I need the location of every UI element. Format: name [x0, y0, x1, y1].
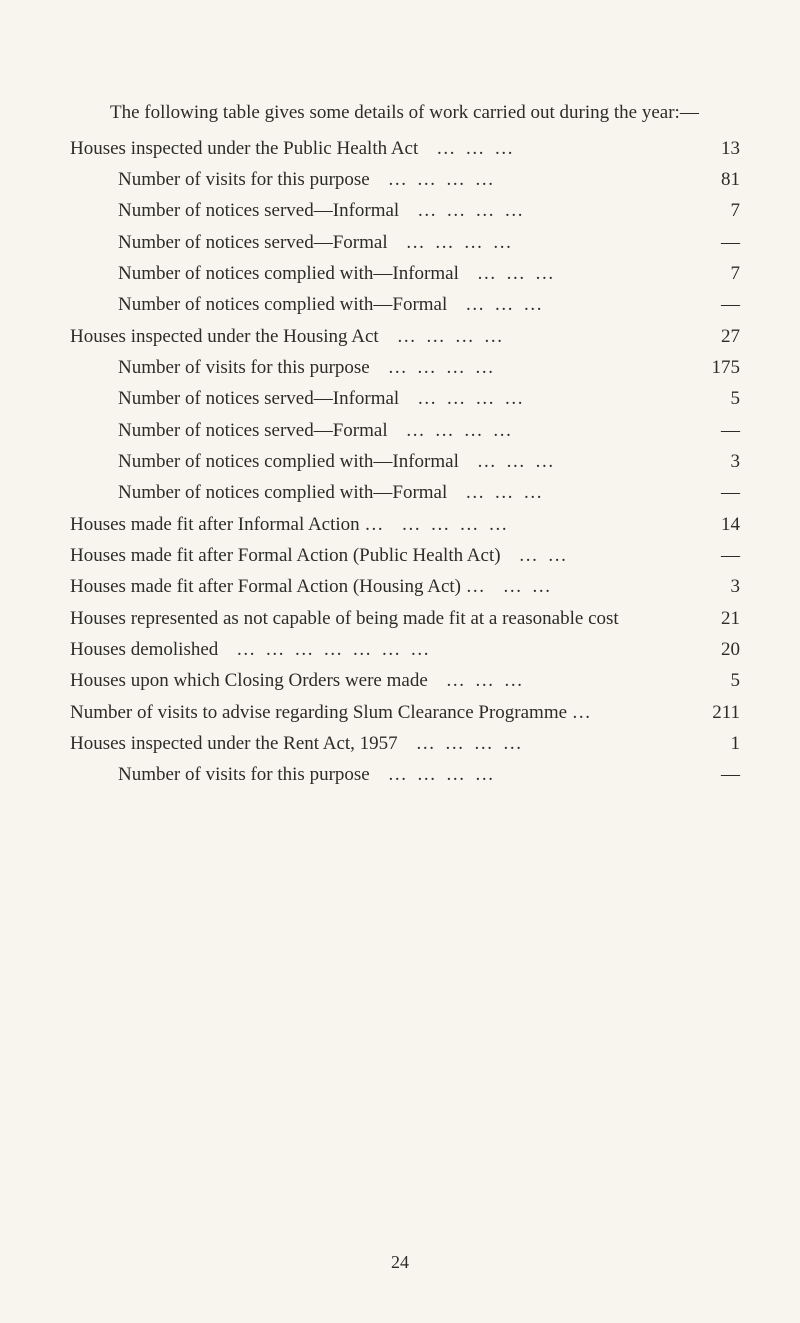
list-item: Number of visits for this purpose…………175 [70, 352, 740, 383]
dot-leader: ………… [370, 759, 686, 790]
item-value: — [686, 477, 740, 508]
list-item: Number of notices served—Formal…………— [70, 415, 740, 446]
item-value: 5 [686, 383, 740, 414]
item-label: Number of notices complied with—Formal [70, 289, 447, 320]
dot-leader: ……… [447, 289, 686, 320]
list-item: Number of notices complied with—Informal… [70, 446, 740, 477]
item-label: Number of notices complied with—Informal [70, 258, 459, 289]
list-item: Number of notices served—Informal…………5 [70, 383, 740, 414]
item-value: — [686, 227, 740, 258]
item-label: Houses inspected under the Housing Act [70, 321, 379, 352]
dot-leader: ……… [459, 258, 686, 289]
item-value: 13 [686, 133, 740, 164]
item-value: 3 [686, 446, 740, 477]
dot-leader: ……… [428, 665, 686, 696]
list-item: Number of notices complied with—Formal……… [70, 289, 740, 320]
list-item: Houses made fit after Formal Action (Pub… [70, 540, 740, 571]
list-item: Number of notices served—Informal…………7 [70, 195, 740, 226]
dot-leader: ………… [399, 195, 686, 226]
list-item: Number of visits for this purpose…………81 [70, 164, 740, 195]
item-value: 20 [686, 634, 740, 665]
item-label: Number of visits for this purpose [70, 352, 370, 383]
dot-leader: ………… [370, 164, 686, 195]
item-value: — [686, 540, 740, 571]
list-item: Number of notices complied with—Informal… [70, 258, 740, 289]
item-label: Houses inspected under the Rent Act, 195… [70, 728, 398, 759]
document-page: The following table gives some details o… [0, 0, 800, 1323]
item-label: Houses demolished [70, 634, 218, 665]
item-label: Houses made fit after Informal Action … [70, 509, 383, 540]
dot-leader: …… [485, 571, 686, 602]
item-label: Number of notices served—Formal [70, 415, 388, 446]
item-value: 1 [686, 728, 740, 759]
list-item: Number of notices complied with—Formal……… [70, 477, 740, 508]
item-label: Number of notices served—Formal [70, 227, 388, 258]
list-item: Number of visits for this purpose…………— [70, 759, 740, 790]
dot-leader: ………… [398, 728, 686, 759]
item-value: 21 [686, 603, 740, 634]
item-label: Houses inspected under the Public Health… [70, 133, 418, 164]
item-value: 81 [686, 164, 740, 195]
item-value: 175 [686, 352, 740, 383]
dot-leader: ……… [459, 446, 686, 477]
list-item: Houses represented as not capable of bei… [70, 603, 740, 634]
page-number: 24 [0, 1252, 800, 1273]
item-label: Houses upon which Closing Orders were ma… [70, 665, 428, 696]
dot-leader: ……… [418, 133, 686, 164]
item-value: 27 [686, 321, 740, 352]
item-label: Number of visits for this purpose [70, 164, 370, 195]
item-label: Number of notices complied with—Informal [70, 446, 459, 477]
details-list: Houses inspected under the Public Health… [70, 133, 740, 791]
item-label: Houses represented as not capable of bei… [70, 603, 619, 634]
list-item: Houses inspected under the Rent Act, 195… [70, 728, 740, 759]
item-label: Houses made fit after Formal Action (Pub… [70, 540, 501, 571]
list-item: Number of visits to advise regarding Slu… [70, 697, 740, 728]
item-value: 5 [686, 665, 740, 696]
item-value: 14 [686, 509, 740, 540]
item-value: — [686, 289, 740, 320]
item-value: 7 [686, 258, 740, 289]
item-label: Number of visits to advise regarding Slu… [70, 697, 591, 728]
dot-leader: ………… [379, 321, 686, 352]
dot-leader: ………………… [218, 634, 686, 665]
list-item: Houses upon which Closing Orders were ma… [70, 665, 740, 696]
list-item: Houses inspected under the Housing Act……… [70, 321, 740, 352]
item-value: 211 [686, 697, 740, 728]
intro-paragraph: The following table gives some details o… [70, 99, 740, 127]
list-item: Houses inspected under the Public Health… [70, 133, 740, 164]
dot-leader: ………… [383, 509, 686, 540]
item-value: 3 [686, 571, 740, 602]
item-value: — [686, 759, 740, 790]
item-value: — [686, 415, 740, 446]
item-label: Houses made fit after Formal Action (Hou… [70, 571, 485, 602]
item-label: Number of notices served—Informal [70, 195, 399, 226]
item-label: Number of notices served—Informal [70, 383, 399, 414]
dot-leader: …… [501, 540, 686, 571]
item-label: Number of notices complied with—Formal [70, 477, 447, 508]
list-item: Houses made fit after Formal Action (Hou… [70, 571, 740, 602]
dot-leader: ………… [399, 383, 686, 414]
dot-leader: ………… [388, 227, 686, 258]
dot-leader: ………… [370, 352, 686, 383]
item-value: 7 [686, 195, 740, 226]
dot-leader: ……… [447, 477, 686, 508]
list-item: Houses made fit after Informal Action ……… [70, 509, 740, 540]
dot-leader: ………… [388, 415, 686, 446]
item-label: Number of visits for this purpose [70, 759, 370, 790]
list-item: Houses demolished…………………20 [70, 634, 740, 665]
list-item: Number of notices served—Formal…………— [70, 227, 740, 258]
